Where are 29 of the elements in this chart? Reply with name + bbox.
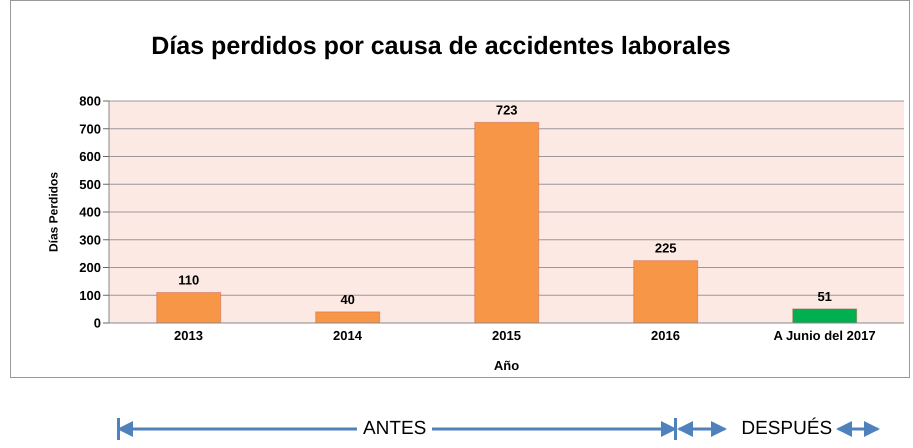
bar: [792, 308, 858, 323]
bar: [156, 292, 222, 323]
data-label: 51: [817, 288, 832, 304]
data-label: 225: [654, 240, 677, 256]
data-label: 110: [178, 272, 200, 288]
x-tick-label: 2013: [174, 328, 203, 344]
y-tick-label: 700: [79, 121, 101, 136]
y-tick-label: 200: [79, 260, 101, 276]
text: DESPUÉS: [741, 418, 832, 440]
x-axis-title: Año: [494, 358, 520, 373]
y-tick-label: 0: [94, 316, 101, 331]
bar: [633, 260, 698, 323]
y-tick-label: 500: [79, 176, 101, 192]
y-tick-label: 800: [79, 94, 101, 109]
x-tick-label: A Junio del 2017: [773, 328, 876, 344]
data-label: 723: [496, 102, 518, 118]
y-tick-label: 400: [79, 204, 101, 220]
x-tick-label: 2014: [333, 328, 363, 344]
y-axis-title: Días Perdidos: [46, 172, 60, 252]
text: ANTES: [363, 418, 426, 440]
data-label: 40: [340, 292, 355, 307]
y-tick-label: 100: [79, 288, 101, 303]
bar: [315, 311, 380, 323]
y-tick-label: 600: [79, 149, 101, 164]
x-tick-label: 2015: [492, 328, 521, 344]
bar: [474, 122, 540, 323]
y-tick-label: 300: [79, 232, 101, 248]
chart-title: Días perdidos por causa de accidentes laborales: [150, 31, 732, 62]
x-tick-label: 2016: [651, 328, 680, 344]
